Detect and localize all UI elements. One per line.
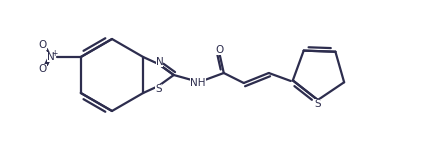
Text: O: O: [39, 64, 47, 74]
Text: N: N: [47, 52, 55, 62]
Text: O: O: [216, 45, 224, 55]
Text: +: +: [52, 48, 58, 57]
Text: NH: NH: [190, 78, 206, 88]
Text: N: N: [156, 57, 163, 67]
Text: S: S: [155, 84, 162, 94]
Text: O: O: [39, 40, 47, 50]
Text: S: S: [314, 99, 321, 109]
